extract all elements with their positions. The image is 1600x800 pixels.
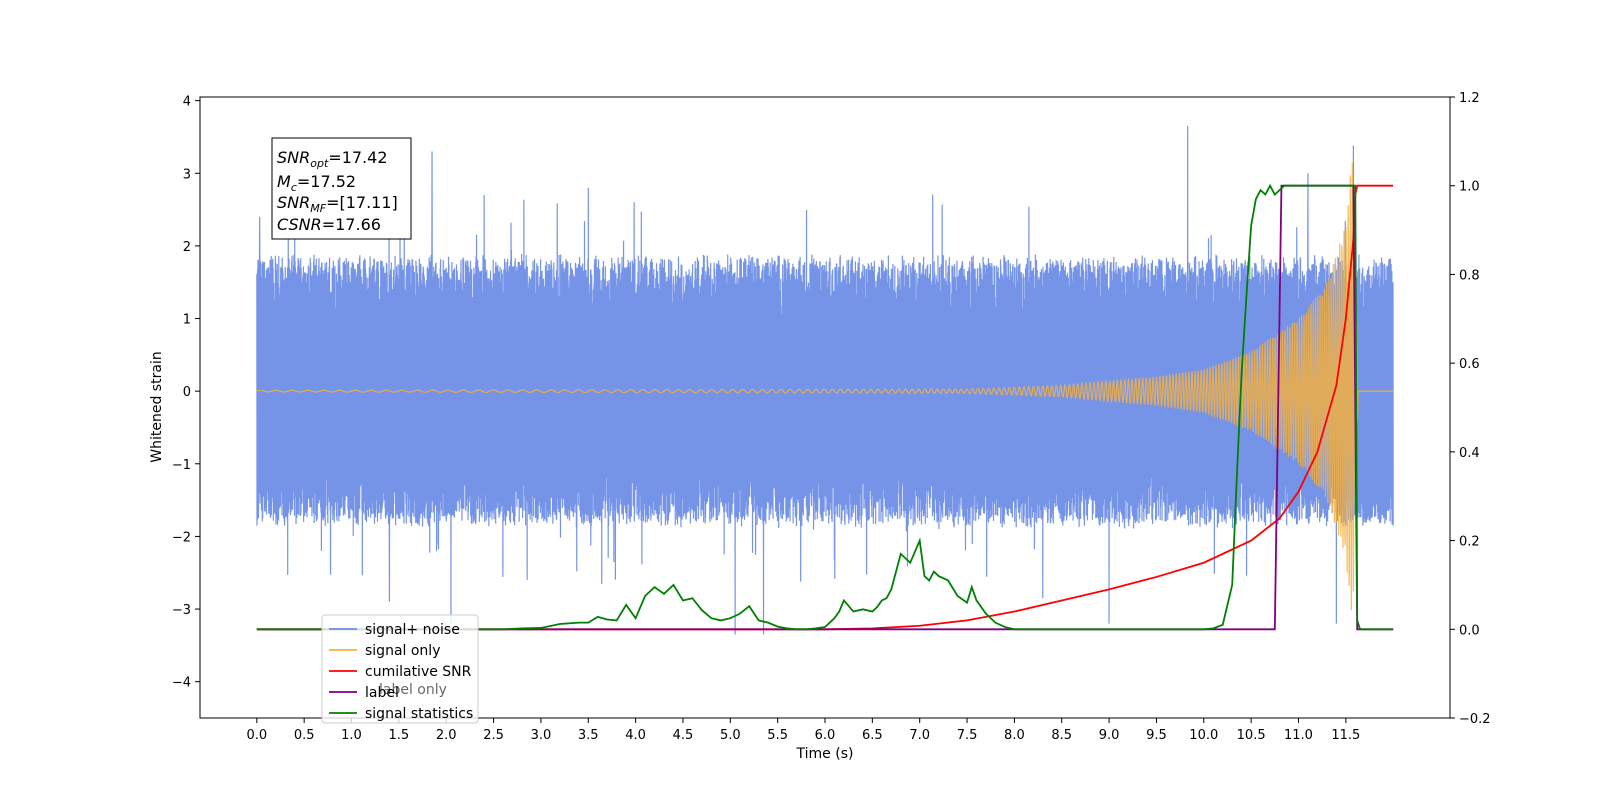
y2-tick-label: 0.0 xyxy=(1459,623,1480,638)
x-tick-label: 11.5 xyxy=(1331,728,1360,743)
snr-opt-subscript: opt xyxy=(310,157,329,170)
y2-tick-label: 1.0 xyxy=(1459,180,1480,195)
x-tick-label: 11.0 xyxy=(1284,728,1313,743)
metrics-annotation: SNRopt=17.42 Mc=17.52 SNRMF=[17.11] CSNR… xyxy=(271,137,412,240)
snr-mf-subscript: MF xyxy=(310,202,326,215)
y2-tick-label: −0.2 xyxy=(1459,712,1491,727)
x-tick-label: 4.5 xyxy=(673,728,694,743)
y-tick-label: 3 xyxy=(183,167,191,182)
signal-statistics-line xyxy=(256,183,1394,631)
x-tick-label: 9.0 xyxy=(1099,728,1120,743)
y2-tick-label: 0.2 xyxy=(1459,535,1480,550)
x-tick-label: 2.5 xyxy=(483,728,504,743)
y2-tick-label: 0.6 xyxy=(1459,357,1480,372)
x-tick-label: 9.5 xyxy=(1146,728,1167,743)
mc-subscript: c xyxy=(291,181,297,194)
y-tick-label: −3 xyxy=(172,603,191,618)
signal-noise-trace xyxy=(256,126,1394,635)
y-tick-label: 4 xyxy=(183,95,191,110)
y-tick-label: 0 xyxy=(183,385,191,400)
x-tick-label: 0.0 xyxy=(246,728,267,743)
y2-tick-label: 0.8 xyxy=(1459,268,1480,283)
x-tick-label: 5.0 xyxy=(720,728,741,743)
svg-text:Mc=17.52: Mc=17.52 xyxy=(277,172,356,194)
legend-label: signal statistics xyxy=(365,706,473,722)
svg-text:SNRopt=17.42: SNRopt=17.42 xyxy=(277,148,388,170)
snr-opt-symbol: SNR xyxy=(277,148,310,167)
x-tick-label: 0.5 xyxy=(294,728,315,743)
x-tick-label: 6.5 xyxy=(862,728,883,743)
legend-frame xyxy=(321,614,479,724)
y2-tick-label: 0.4 xyxy=(1459,446,1480,461)
legend-label: signal only xyxy=(365,643,440,659)
x-tick-label: 4.0 xyxy=(625,728,646,743)
x-tick-label: 8.5 xyxy=(1051,728,1072,743)
y-tick-label: −1 xyxy=(172,458,191,473)
y-tick-label: 2 xyxy=(183,240,191,255)
y-tick-label: −2 xyxy=(172,530,191,545)
signal-only-trace xyxy=(256,162,1394,611)
csnr-symbol: CSNR xyxy=(277,215,322,234)
legend: label only signal+ noise signal only cumil… xyxy=(321,614,479,724)
y2-tick-label: 1.2 xyxy=(1459,91,1480,106)
snr-mf-value: =[17.11] xyxy=(326,193,398,212)
csnr-value: =17.66 xyxy=(322,215,381,234)
x-tick-label: 7.0 xyxy=(909,728,930,743)
x-tick-label: 5.5 xyxy=(767,728,788,743)
x-tick-label: 7.5 xyxy=(957,728,978,743)
legend-label: signal+ noise xyxy=(365,622,460,638)
x-tick-label: 3.5 xyxy=(578,728,599,743)
svg-text:CSNR=17.66: CSNR=17.66 xyxy=(277,215,381,234)
snr-mf-symbol: SNR xyxy=(277,193,310,212)
x-axis-label: Time (s) xyxy=(796,746,854,762)
x-tick-label: 6.0 xyxy=(815,728,836,743)
snr-opt-value: =17.42 xyxy=(328,148,387,167)
x-tick-label: 1.5 xyxy=(389,728,410,743)
x-tick-label: 1.0 xyxy=(341,728,362,743)
occluded-legend-text: label only xyxy=(379,682,447,698)
x-tick-label: 3.0 xyxy=(531,728,552,743)
x-tick-label: 8.0 xyxy=(1004,728,1025,743)
x-tick-label: 10.0 xyxy=(1189,728,1218,743)
mc-value: =17.52 xyxy=(297,172,356,191)
y-tick-label: 1 xyxy=(183,313,191,328)
cumulative-snr-line xyxy=(256,184,1394,631)
x-tick-label: 10.5 xyxy=(1237,728,1266,743)
svg-text:SNRMF=[17.11]: SNRMF=[17.11] xyxy=(277,193,398,215)
y-tick-label: −4 xyxy=(172,676,191,691)
x-tick-label: 2.0 xyxy=(436,728,457,743)
y-axis-label: Whitened strain xyxy=(149,351,165,462)
mc-symbol: M xyxy=(277,172,291,191)
legend-label: label xyxy=(365,685,399,701)
legend-label: cumilative SNR xyxy=(365,664,472,680)
